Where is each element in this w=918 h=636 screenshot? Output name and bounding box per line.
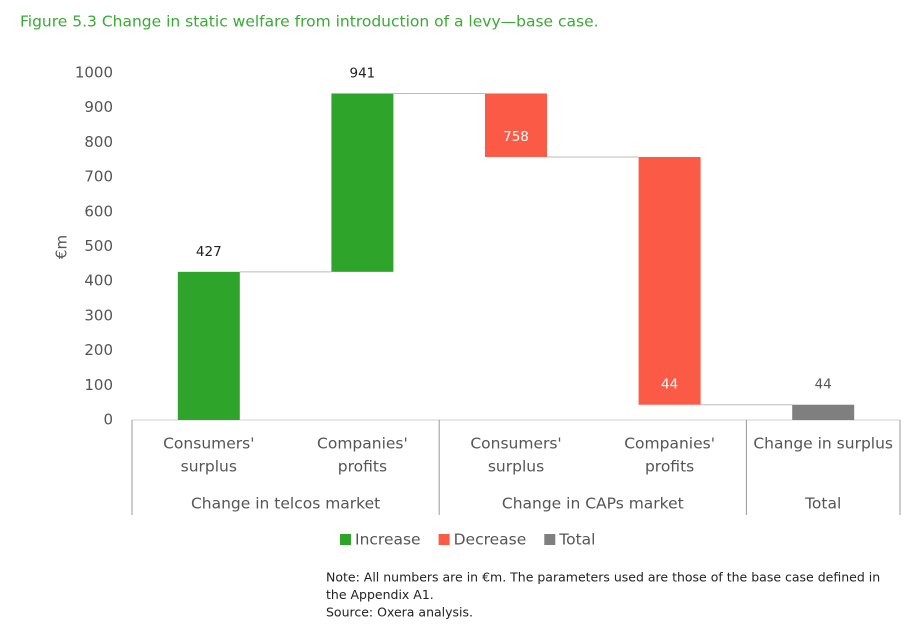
y-tick-label: 900 <box>84 98 113 116</box>
legend-swatch <box>340 534 351 545</box>
x-tick-label: Consumers' <box>470 435 561 453</box>
legend-label: Increase <box>355 531 421 549</box>
group-label: Change in telcos market <box>191 495 380 513</box>
chart-title: Figure 5.3 Change in static welfare from… <box>20 13 599 31</box>
y-tick-label: 100 <box>84 376 113 394</box>
y-tick-label: 200 <box>84 341 113 359</box>
legend-swatch <box>544 534 556 545</box>
y-tick-label: 500 <box>84 237 113 255</box>
legend-swatch <box>438 534 450 545</box>
data-label: 758 <box>503 129 529 145</box>
x-tick-label: surplus <box>488 458 544 476</box>
y-tick-label: 600 <box>84 202 113 220</box>
x-tick-label: Consumers' <box>163 435 254 453</box>
y-tick-label: 1000 <box>75 64 113 82</box>
y-tick-label: 700 <box>84 168 113 186</box>
x-tick-label: profits <box>645 458 694 476</box>
y-tick-label: 800 <box>84 133 113 151</box>
data-label: 427 <box>196 244 222 260</box>
note: Note: All numbers are in €m. The paramet… <box>326 570 880 585</box>
group-label: Change in CAPs market <box>502 495 684 513</box>
y-axis-label: €m <box>53 235 71 259</box>
x-tick-label: surplus <box>181 458 237 476</box>
bar <box>331 93 394 272</box>
bar <box>638 156 701 405</box>
y-tick-label: 400 <box>84 272 113 290</box>
legend-label: Decrease <box>454 531 527 549</box>
data-label: 941 <box>350 65 376 81</box>
y-tick-label: 300 <box>84 306 113 324</box>
bar <box>177 271 240 420</box>
x-tick-label: Change in surplus <box>753 435 893 453</box>
group-label: Total <box>804 495 841 513</box>
legend-label: Total <box>558 531 595 549</box>
y-tick-label: 0 <box>103 411 113 429</box>
bar <box>485 93 547 157</box>
bar <box>792 404 855 420</box>
x-tick-label: Companies' <box>317 435 408 453</box>
data-label: 44 <box>661 377 678 393</box>
note: the Appendix A1. <box>326 587 434 602</box>
x-tick-label: profits <box>338 458 387 476</box>
note: Source: Oxera analysis. <box>326 605 473 620</box>
x-tick-label: Companies' <box>624 435 715 453</box>
data-label: 44 <box>815 377 832 393</box>
